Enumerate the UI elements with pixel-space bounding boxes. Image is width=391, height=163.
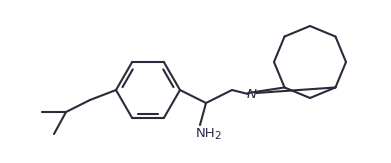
Text: N: N	[247, 89, 257, 102]
Text: NH: NH	[196, 127, 215, 140]
Text: 2: 2	[214, 131, 221, 141]
